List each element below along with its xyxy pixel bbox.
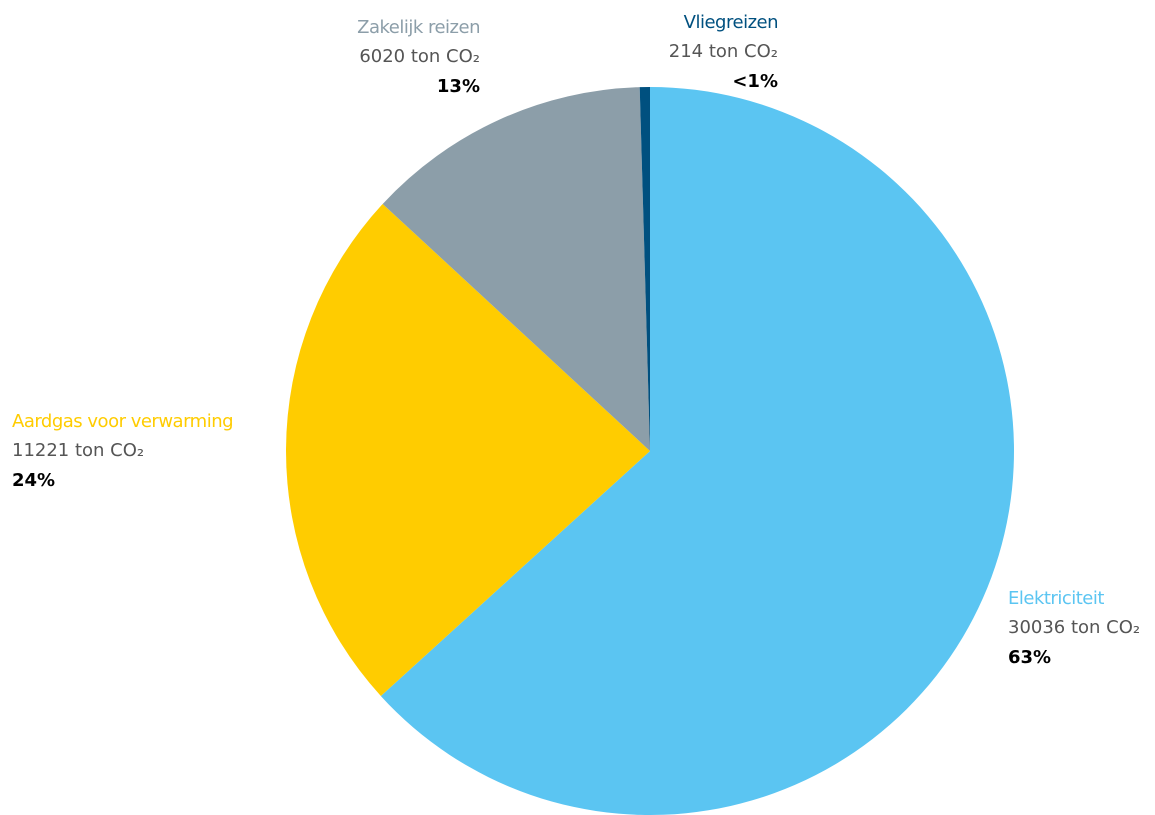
pie-slice bbox=[285, 203, 650, 697]
value-label: 6020 ton CO₂ bbox=[359, 46, 480, 67]
slice-name: Zakelijk reizen bbox=[357, 17, 480, 38]
percent-label: <1% bbox=[732, 71, 778, 92]
percent-label: 63% bbox=[1008, 647, 1051, 668]
value-label: 214 ton CO₂ bbox=[669, 41, 778, 62]
slice-name: Vliegreizen bbox=[684, 12, 778, 33]
slice-name: Aardgas voor verwarming bbox=[12, 411, 233, 432]
percent-label: 24% bbox=[12, 470, 55, 491]
pie-slice bbox=[639, 87, 650, 451]
value-label: 30036 ton CO₂ bbox=[1008, 617, 1140, 638]
pie-slice bbox=[380, 87, 1015, 815]
pie-slice bbox=[382, 87, 650, 452]
percent-label: 13% bbox=[437, 76, 480, 97]
value-label: 11221 ton CO₂ bbox=[12, 440, 144, 461]
slice-name: Elektriciteit bbox=[1008, 588, 1104, 609]
